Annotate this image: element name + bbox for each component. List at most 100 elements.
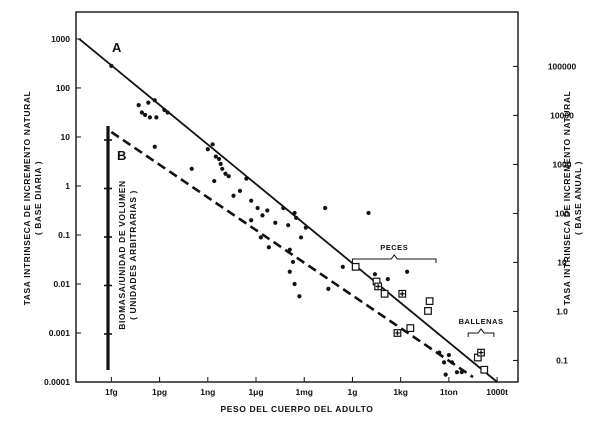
dot-point [437, 350, 442, 355]
dot-point [297, 294, 302, 299]
dot-point [136, 103, 141, 108]
dot-point [340, 264, 345, 269]
crossed-square-point [374, 282, 383, 291]
dot-point [454, 370, 460, 375]
left-y-tick-label: 0.0001 [44, 377, 70, 387]
dot-point [139, 110, 144, 115]
line-a [78, 38, 498, 383]
crossed-square-mark [399, 291, 405, 297]
dot-point [226, 174, 231, 179]
dot-point [244, 176, 249, 181]
dot-point [294, 215, 299, 220]
dot-point [258, 235, 263, 240]
x-ticks: 1fg 1pg 1ng 1μg 1mg 1g 1kg 1ton 1000t [105, 377, 508, 397]
right-y-tick-label: 1.0 [556, 306, 568, 316]
peces-bracket [351, 254, 437, 263]
x-tick-label: 1mg [295, 387, 312, 397]
dot-point [323, 205, 328, 211]
square-point [406, 324, 415, 332]
left-y-label-line-2: ( BASE DIARIA ) [33, 161, 43, 235]
dot-point [189, 166, 194, 171]
dot-point [266, 245, 271, 250]
square-point [380, 289, 389, 298]
right-y-tick-label: 100000 [548, 61, 577, 71]
biomass-label-line-1: BIOMASA/UNIDAD DE VOLUMEN [117, 180, 127, 330]
right-y-axis-label: TASA INTRINSECA DE INCREMENTO NATURAL ( … [562, 91, 583, 306]
dot-point [287, 269, 292, 274]
dot-point [231, 193, 236, 198]
dot-point [152, 144, 157, 149]
dot-point [287, 247, 292, 252]
square-point [425, 297, 434, 306]
dot-point [441, 360, 447, 365]
dot-point [218, 161, 223, 167]
dot-point [443, 372, 448, 377]
dot-point [385, 276, 390, 282]
crossed-square-mark [395, 330, 400, 336]
dot-point [154, 115, 159, 120]
dot-point [205, 147, 210, 152]
x-tick-label: 1ng [200, 387, 215, 397]
dot-point [109, 63, 114, 69]
left-y-tick-label: 1 [65, 181, 70, 191]
ballenas-label: BALLENAS [459, 317, 504, 326]
x-tick-label: 1μg [248, 387, 263, 397]
dot-point [372, 272, 378, 277]
right-y-label-line-1: TASA INTRINSECA DE INCREMENTO NATURAL [562, 91, 572, 306]
crossed-square-point [398, 289, 407, 298]
dot-point [366, 210, 371, 216]
dot-point [165, 110, 170, 115]
line-b [110, 130, 474, 379]
crossed-square-mark [375, 284, 381, 289]
dot-point [404, 269, 410, 274]
peces-label: PECES [380, 243, 408, 252]
x-tick-label: 1pg [152, 387, 167, 397]
dot-point [303, 225, 308, 230]
left-y-label-line-1: TASA INTRINSECA DE INCREMENTO NATURAL [22, 91, 32, 306]
x-tick-label: 1kg [393, 387, 408, 397]
dot-point [213, 154, 218, 159]
dot-point [249, 218, 254, 223]
dot-point [152, 98, 157, 103]
dot-point [273, 220, 278, 225]
data-points [109, 63, 489, 377]
right-y-tick-label: 1000 [553, 159, 572, 169]
dot-point [220, 166, 225, 171]
dot-point [281, 205, 286, 211]
x-tick-label: 1ton [440, 387, 458, 397]
left-y-tick-label: 0.001 [49, 328, 71, 338]
x-tick-label: 1fg [105, 387, 118, 397]
left-y-tick-label: 100 [56, 83, 70, 93]
dot-point [326, 286, 331, 291]
dot-point [212, 178, 217, 184]
dot-point [450, 360, 455, 365]
dot-point [146, 100, 151, 105]
annotation-brackets [351, 254, 495, 337]
dot-point [237, 188, 243, 193]
dot-point [223, 171, 228, 176]
x-tick-label: 1g [347, 387, 357, 397]
right-y-tick-label: 10000 [550, 110, 574, 120]
scale-bar [104, 126, 112, 370]
left-y-tick-label: 0.1 [58, 230, 70, 240]
right-y-ticks: 100000 10000 1000 100 10 1.0 0.1 [513, 61, 576, 365]
dot-point [298, 235, 304, 240]
dot-point [292, 210, 297, 216]
right-y-tick-label: 0.1 [556, 355, 568, 365]
biomass-scale-label: BIOMASA/UNIDAD DE VOLUMEN ( UNIDADES ARB… [117, 180, 138, 330]
dot-point [292, 281, 297, 287]
crossed-square-mark [478, 350, 484, 355]
dot-point [260, 213, 265, 218]
left-y-tick-label: 10 [61, 132, 71, 142]
right-y-tick-label: 10 [557, 257, 567, 267]
right-y-label-line-2: ( BASE ANUAL ) [573, 161, 583, 235]
square-point [480, 365, 489, 374]
crossed-square-point [477, 348, 485, 357]
square-point [424, 307, 432, 315]
dot-point [216, 156, 222, 162]
dot-point [459, 370, 464, 375]
square-point [351, 262, 360, 271]
dot-point [249, 198, 254, 203]
dot-point [265, 208, 270, 213]
